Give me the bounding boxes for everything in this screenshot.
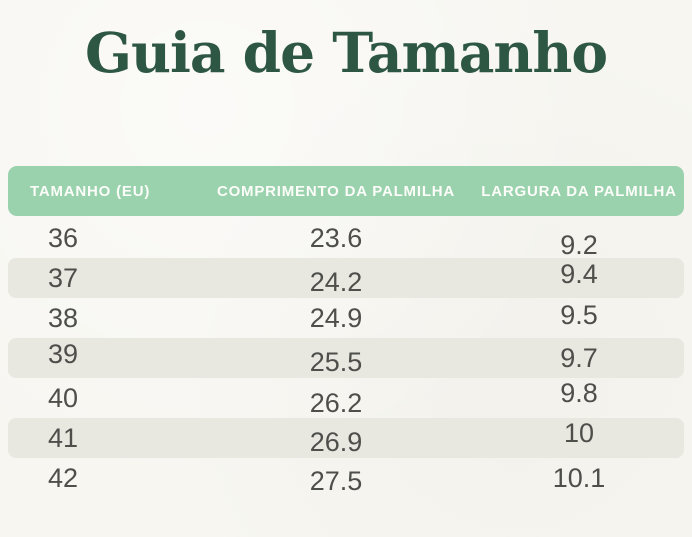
cell-insole-width: 9.8 [560, 377, 598, 408]
cell-insole-width: 9.7 [560, 342, 598, 373]
cell-insole-length: 27.5 [309, 465, 363, 496]
cell-insole-length: 24.2 [309, 266, 363, 297]
table-row: 42 27.5 10.1 [8, 458, 684, 498]
table-row: 38 24.9 9.5 [8, 298, 684, 338]
cell-size-eu: 36 [48, 222, 79, 253]
cell-insole-length: 25.5 [309, 346, 363, 377]
table-row: 40 26.2 9.8 [8, 378, 684, 418]
table-row: 36 23.6 9.2 [8, 218, 684, 258]
cell-insole-width: 10.1 [552, 462, 606, 493]
cell-size-eu: 40 [48, 382, 79, 413]
table-body: 36 23.6 9.2 37 24.2 9.4 38 24.9 9.5 39 2… [8, 218, 684, 498]
cell-insole-length: 26.2 [309, 387, 363, 418]
cell-size-eu: 37 [48, 262, 79, 293]
cell-insole-length: 23.6 [309, 222, 363, 253]
cell-insole-length: 26.9 [309, 426, 363, 457]
cell-size-eu: 38 [48, 302, 79, 333]
cell-size-eu: 41 [48, 422, 79, 453]
cell-insole-width: 9.2 [560, 229, 598, 260]
table-row: 37 24.2 9.4 [8, 258, 684, 298]
column-header-size-eu: TAMANHO (EU) [30, 182, 151, 200]
size-table: TAMANHO (EU) COMPRIMENTO DA PALMILHA LAR… [8, 166, 684, 498]
column-header-insole-width: LARGURA DA PALMILHA [481, 182, 677, 200]
table-row: 41 26.9 10 [8, 418, 684, 458]
cell-size-eu: 39 [48, 338, 79, 369]
page-title: Guia de Tamanho [84, 20, 608, 85]
cell-insole-width: 9.5 [560, 299, 598, 330]
cell-insole-width: 9.4 [560, 258, 598, 289]
table-header-row: TAMANHO (EU) COMPRIMENTO DA PALMILHA LAR… [8, 166, 684, 216]
table-row: 39 25.5 9.7 [8, 338, 684, 378]
cell-size-eu: 42 [48, 462, 79, 493]
column-header-insole-length: COMPRIMENTO DA PALMILHA [216, 182, 456, 200]
cell-insole-width: 10 [563, 417, 595, 448]
cell-insole-length: 24.9 [309, 302, 363, 333]
